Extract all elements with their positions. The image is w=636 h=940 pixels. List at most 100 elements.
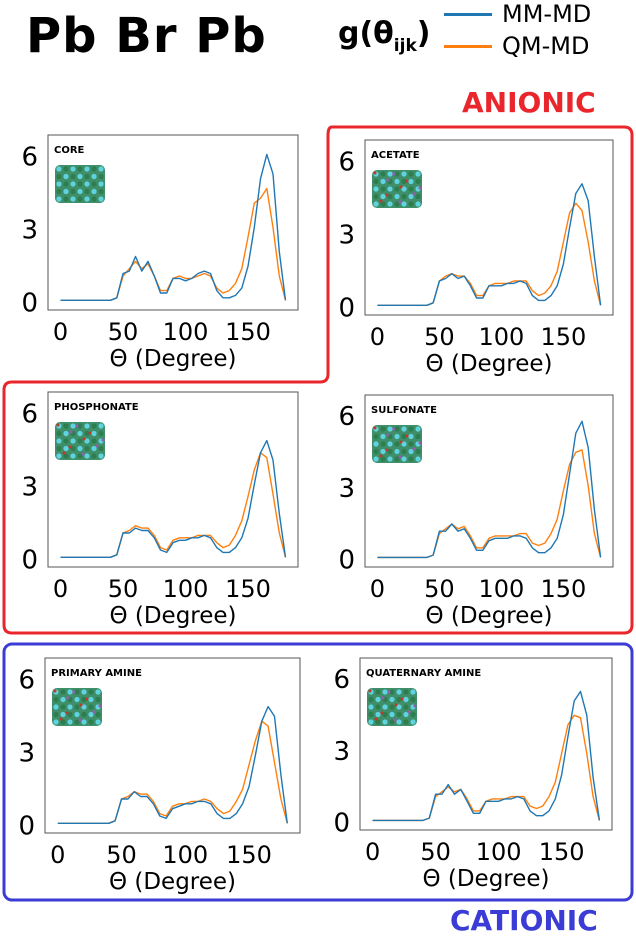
y-tick-label: 3 [21, 472, 38, 502]
thumbnail-atom [60, 711, 66, 718]
thumbnail-atom [56, 188, 62, 195]
thumbnail-atom [382, 689, 388, 695]
thumbnail-atom [77, 453, 83, 459]
nanocrystal-thumbnail-acetate [372, 170, 422, 208]
series-line-qm-md [60, 452, 287, 558]
y-tick-label: 3 [338, 220, 355, 250]
thumbnail-atom [408, 178, 414, 185]
series-line-mm-md [377, 183, 602, 306]
thumbnail-ligand-atom [85, 697, 89, 701]
thumbnail-atom [387, 456, 393, 462]
thumbnail-atom [60, 704, 66, 710]
thumbnail-ligand-atom [398, 455, 402, 459]
thumbnail-atom [368, 711, 374, 718]
thumbnail-atom [63, 196, 69, 202]
thumbnail-ligand-atom [385, 448, 389, 452]
thumbnail-atom [408, 171, 414, 177]
thumbnail-atom [401, 186, 407, 192]
thumbnail-atom [415, 456, 421, 462]
thumbnail-atom [63, 430, 69, 437]
thumbnail-ligand-atom [399, 185, 403, 189]
thumbnail-atom [77, 438, 83, 444]
thumbnail-ligand-atom [398, 200, 402, 204]
thumbnail-atom [91, 181, 97, 187]
thumbnail-atom [98, 181, 104, 187]
thumbnail-atom [88, 704, 94, 710]
thumbnail-atom [77, 430, 83, 437]
thumbnail-atom [408, 448, 414, 455]
x-tick-label: 50 [424, 323, 455, 351]
thumbnail-atom [394, 456, 400, 462]
thumbnail-atom [88, 719, 94, 725]
x-tick-label: 150 [540, 575, 586, 603]
thumbnail-atom [95, 719, 101, 725]
legend-title-main: g(θ [338, 16, 394, 51]
thumbnail-atom [91, 453, 97, 459]
thumbnail-atom [415, 178, 421, 185]
x-tick-label: 50 [108, 318, 139, 346]
y-tick-label: 6 [338, 402, 355, 432]
legend-title-subscript: ijk [393, 36, 417, 56]
thumbnail-ligand-atom [412, 192, 416, 196]
thumbnail-atom [387, 186, 393, 192]
thumbnail-atom [67, 689, 73, 695]
thumbnail-atom [81, 704, 87, 710]
x-tick-label: 100 [476, 838, 522, 866]
legend-swatch-qm-md [444, 45, 492, 48]
thumbnail-atom [389, 704, 395, 710]
thumbnail-ligand-atom [65, 711, 69, 715]
x-tick-label: 100 [478, 575, 524, 603]
thumbnail-atom [387, 441, 393, 447]
thumbnail-atom [396, 711, 402, 718]
y-tick-label: 0 [21, 545, 38, 575]
thumbnail-atom [380, 178, 386, 185]
thumbnail-atom [389, 696, 395, 703]
thumbnail-atom [408, 433, 414, 440]
thumbnail-atom [98, 166, 104, 172]
thumbnail-atom [415, 448, 421, 455]
x-tick-label: 50 [420, 838, 451, 866]
thumbnail-atom [98, 430, 104, 437]
thumbnail-atom [401, 448, 407, 455]
y-tick-label: 0 [18, 811, 35, 841]
thumbnail-atom [60, 689, 66, 695]
x-axis-label: Θ (Degree) [422, 866, 549, 892]
thumbnail-atom [70, 453, 76, 459]
thumbnail-atom [88, 711, 94, 718]
thumbnail-atom [91, 188, 97, 195]
thumbnail-atom [403, 719, 409, 725]
group-label-cationic: CATIONIC [450, 904, 598, 937]
legend-title: g(θijk) [338, 16, 430, 56]
x-axis-label: Θ (Degree) [109, 346, 236, 372]
thumbnail-ligand-atom [400, 697, 404, 701]
legend-label-qm-md: QM-MD [502, 32, 590, 60]
y-tick-label: 3 [18, 738, 35, 768]
thumbnail-atom [67, 711, 73, 718]
thumbnail-atom [394, 171, 400, 177]
x-tick-label: 150 [540, 323, 586, 351]
thumbnail-atom [401, 433, 407, 440]
thumbnail-atom [387, 171, 393, 177]
series-line-mm-md [377, 420, 602, 559]
y-tick-label: 6 [338, 147, 355, 177]
thumbnail-ligand-atom [407, 710, 411, 714]
thumbnail-ligand-atom [392, 172, 396, 176]
thumbnail-atom [74, 696, 80, 703]
thumbnail-atom [63, 438, 69, 444]
thumbnail-ligand-atom [79, 703, 83, 707]
y-tick-label: 0 [338, 545, 355, 575]
thumbnail-atom [77, 196, 83, 202]
x-axis-label: Θ (Degree) [425, 603, 552, 629]
thumbnail-atom [67, 704, 73, 710]
thumbnail-atom [380, 171, 386, 177]
thumbnail-atom [387, 201, 393, 207]
thumbnail-atom [408, 426, 414, 432]
thumbnail-atom [70, 181, 76, 187]
x-tick-label: 150 [225, 318, 271, 346]
group-label-anionic: ANIONIC [462, 86, 596, 119]
x-tick-label: 0 [370, 575, 385, 603]
thumbnail-atom [380, 441, 386, 447]
